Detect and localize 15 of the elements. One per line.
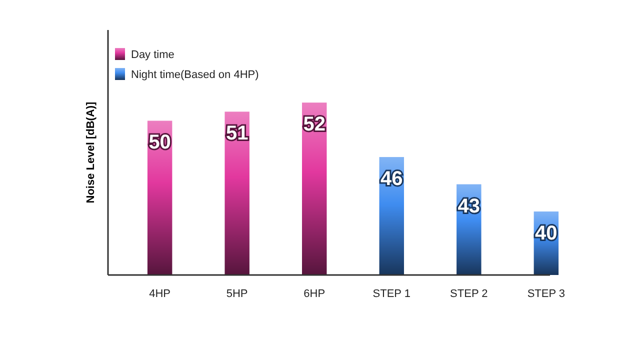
y-axis-title: Noise Level [dB(A)]: [85, 101, 97, 204]
legend-label: Day time: [131, 49, 174, 61]
x-tick-label: 6HP: [304, 288, 326, 300]
legend-label: Night time(Based on 4HP): [131, 69, 259, 81]
x-tick-label: 5HP: [226, 288, 248, 300]
data-label: 43: [458, 195, 480, 218]
data-label: 40: [535, 222, 558, 244]
x-tick-label: STEP 2: [450, 288, 488, 300]
x-tick-label: STEP 3: [527, 288, 566, 300]
x-tick-label: STEP 1: [372, 288, 410, 300]
x-tick-label: 4HP: [149, 288, 171, 300]
data-label: 50: [148, 132, 171, 154]
data-label: 51: [226, 122, 248, 145]
data-label: 46: [380, 168, 403, 190]
data-label: 52: [303, 114, 326, 136]
